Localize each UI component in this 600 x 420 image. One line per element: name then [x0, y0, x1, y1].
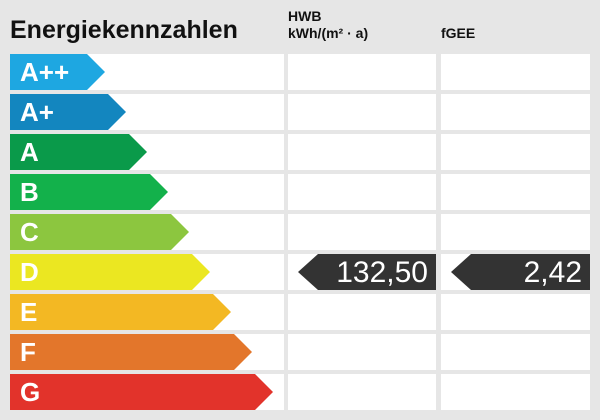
hwb-cell	[288, 214, 436, 250]
class-arrow-e: E	[10, 294, 231, 330]
class-arrow-f: F	[10, 334, 252, 370]
class-arrow-c: C	[10, 214, 189, 250]
fgee-value-marker: 2,42	[451, 254, 590, 290]
fgee-cell	[441, 134, 590, 170]
fgee-cell	[441, 94, 590, 130]
hwb-cell	[288, 94, 436, 130]
hwb-cell	[288, 294, 436, 330]
fgee-cell	[441, 174, 590, 210]
hwb-cell	[288, 174, 436, 210]
class-arrow-a: A	[10, 134, 147, 170]
fgee-cell	[441, 374, 590, 410]
fgee-cell	[441, 54, 590, 90]
class-arrow-aplusplus: A++	[10, 54, 105, 90]
hwb-cell	[288, 334, 436, 370]
hwb-cell	[288, 54, 436, 90]
class-arrow-b: B	[10, 174, 168, 210]
page-title: Energiekennzahlen	[10, 16, 238, 44]
hwb-value-marker: 132,50	[298, 254, 436, 290]
class-arrow-aplus: A+	[10, 94, 126, 130]
hwb-cell	[288, 374, 436, 410]
hwb-cell	[288, 134, 436, 170]
hwb-unit: kWh/(m² · a)	[288, 25, 369, 41]
hwb-header: HWB kWh/(m² · a)	[288, 8, 368, 42]
fgee-cell	[441, 294, 590, 330]
class-arrow-d: D	[10, 254, 210, 290]
fgee-header: fGEE	[441, 25, 476, 41]
class-arrow-g: G	[10, 374, 273, 410]
fgee-cell	[441, 214, 590, 250]
hwb-label: HWB	[288, 8, 322, 24]
fgee-cell	[441, 334, 590, 370]
